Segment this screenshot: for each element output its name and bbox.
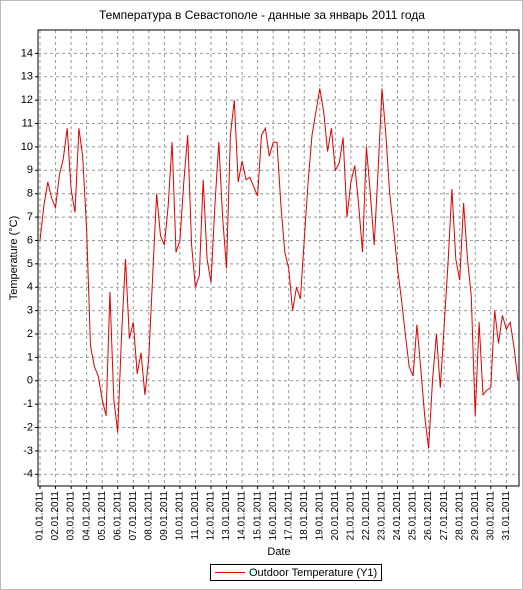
- y-tick-label: 2: [27, 328, 33, 340]
- y-tick-label: 4: [27, 281, 33, 293]
- data-line: [39, 88, 519, 449]
- x-tick-label: 22.01.2011: [361, 491, 372, 541]
- legend: [210, 564, 382, 581]
- x-tick-label: 05.01.2011: [97, 491, 108, 541]
- plot-background: [38, 30, 519, 486]
- y-tick-label: 13: [21, 71, 33, 83]
- y-tick-label: -3: [23, 445, 33, 457]
- x-tick-label: 16.01.2011: [268, 491, 279, 541]
- x-tick-label: 31.01.2011: [501, 491, 512, 541]
- y-tick-label: -4: [23, 468, 33, 480]
- x-tick-label: 12.01.2011: [206, 491, 217, 541]
- x-tick-label: 17.01.2011: [283, 491, 294, 541]
- x-tick-label: 29.01.2011: [470, 491, 481, 541]
- y-tick-label: 7: [27, 211, 33, 223]
- x-tick-label: 18.01.2011: [299, 491, 310, 541]
- x-tick-label: 30.01.2011: [485, 491, 496, 541]
- x-tick-label: 26.01.2011: [423, 491, 434, 541]
- x-tick-label: 02.01.2011: [50, 491, 61, 541]
- x-tick-label: 19.01.2011: [314, 491, 325, 541]
- x-axis-label: Date: [267, 546, 290, 558]
- x-tick-label: 14.01.2011: [237, 491, 248, 541]
- x-tick-label: 25.01.2011: [408, 491, 419, 541]
- x-tick-label: 08.01.2011: [143, 491, 154, 541]
- chart-title: Температура в Севастополе - данные за ян…: [99, 8, 425, 22]
- x-tick-label: 15.01.2011: [252, 491, 263, 541]
- x-tick-label: 10.01.2011: [175, 491, 186, 541]
- x-tick-label: 06.01.2011: [112, 491, 123, 541]
- x-tick-label: 27.01.2011: [439, 491, 450, 541]
- x-tick-label: 03.01.2011: [66, 491, 77, 541]
- x-tick-label: 28.01.2011: [454, 491, 465, 541]
- y-tick-label: -1: [23, 398, 33, 410]
- x-tick-label: 21.01.2011: [346, 491, 357, 541]
- x-tick-label: 01.01.2011: [35, 491, 46, 541]
- y-tick-label: 11: [22, 117, 33, 129]
- x-tick-label: 09.01.2011: [159, 491, 170, 541]
- x-tick-label: 04.01.2011: [81, 491, 92, 541]
- y-tick-label: 1: [27, 351, 33, 363]
- x-tick-label: 07.01.2011: [128, 491, 139, 541]
- x-tick-label: 23.01.2011: [377, 491, 388, 541]
- y-axis-label: Temperature (°C): [8, 216, 20, 300]
- y-tick-label: 9: [27, 164, 33, 176]
- y-tick-label: 12: [21, 94, 33, 106]
- legend-label: Outdoor Temperature (Y1): [249, 567, 377, 579]
- x-tick-label: 20.01.2011: [330, 491, 341, 541]
- plot-frame: [37, 29, 520, 487]
- y-tick-label: -2: [23, 421, 33, 433]
- y-tick-label: 6: [27, 234, 33, 246]
- y-tick-label: 8: [27, 188, 33, 200]
- y-tick-label: 0: [27, 375, 33, 387]
- y-tick-label: 3: [27, 305, 33, 317]
- y-tick-label: 5: [27, 258, 33, 270]
- x-tick-label: 24.01.2011: [392, 491, 403, 541]
- y-tick-label: 10: [21, 141, 33, 153]
- x-tick-label: 11.01.2011: [190, 491, 201, 540]
- y-tick-label: 14: [21, 47, 33, 59]
- x-tick-label: 13.01.2011: [221, 491, 232, 541]
